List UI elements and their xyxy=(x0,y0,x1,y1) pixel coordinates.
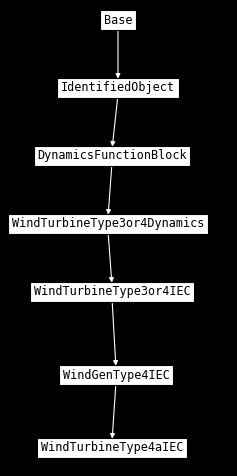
Text: DynamicsFunctionBlock: DynamicsFunctionBlock xyxy=(37,149,187,162)
Text: WindTurbineType4aIEC: WindTurbineType4aIEC xyxy=(41,442,183,455)
Text: WindGenType4IEC: WindGenType4IEC xyxy=(63,368,169,381)
Text: WindTurbineType3or4IEC: WindTurbineType3or4IEC xyxy=(34,286,190,298)
Text: Base: Base xyxy=(104,13,132,27)
Text: IdentifiedObject: IdentifiedObject xyxy=(61,81,175,95)
Text: WindTurbineType3or4Dynamics: WindTurbineType3or4Dynamics xyxy=(12,218,204,230)
